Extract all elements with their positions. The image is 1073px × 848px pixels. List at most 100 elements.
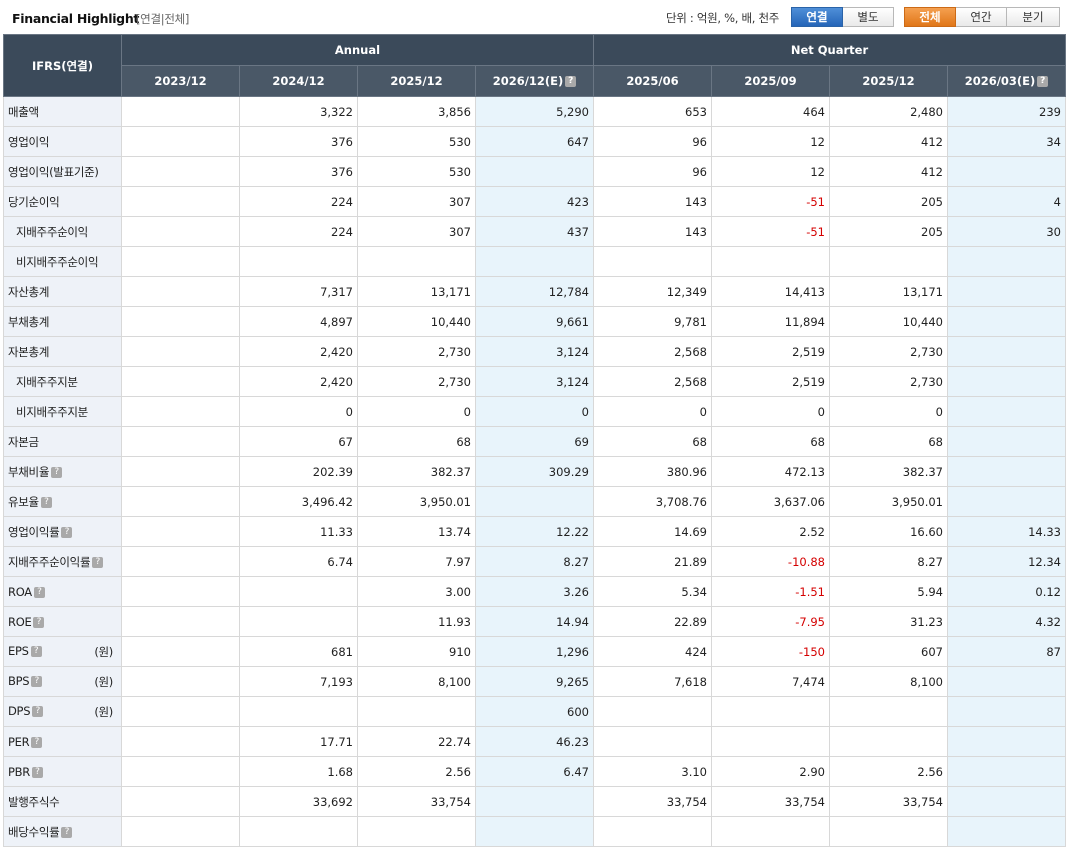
value-cell: 9,265 [475,666,594,697]
value-cell: 681 [239,636,358,667]
value-cell: 2,519 [711,366,830,397]
value-cell [239,246,358,277]
help-icon[interactable]: ? [33,616,45,628]
value-cell: 2,730 [829,336,948,367]
row-label: 배당수익률 [8,824,60,839]
value-cell: 7,474 [711,666,830,697]
period-label: 2025/09 [744,74,797,88]
value-cell: 11.93 [357,606,476,637]
help-icon[interactable]: ? [92,556,104,568]
value-cell: 653 [593,96,712,127]
quarterly-button[interactable]: 분기 [1007,7,1060,27]
row-unit: (원) [94,674,113,689]
value-cell: 2,568 [593,336,712,367]
value-cell: -51 [711,186,830,217]
value-cell: 16.60 [829,516,948,547]
row-label-cell: EPS? (원) [3,636,122,667]
value-cell [121,666,240,697]
value-cell: 376 [239,156,358,187]
value-cell: 423 [475,186,594,217]
value-cell: 3.10 [593,756,712,787]
value-cell: 307 [357,186,476,217]
period-toggle: 전체 연간 분기 [904,7,1060,27]
row-label-cell: 영업이익(발표기준) [3,156,122,187]
help-icon[interactable]: ? [40,496,52,508]
value-cell: 9,781 [593,306,712,337]
annual-button[interactable]: 연간 [956,7,1007,27]
row-label: 비지배주주순이익 [16,254,99,269]
value-cell [121,726,240,757]
value-cell: 307 [357,216,476,247]
help-icon[interactable]: ? [31,766,43,778]
header-bar: Financial Highlight [연결|전체] 단위 : 억원, %, … [0,0,1073,34]
annual-group-header: Annual [121,34,594,66]
value-cell: 3,950.01 [829,486,948,517]
value-cell: 7,618 [593,666,712,697]
value-cell [829,696,948,727]
value-cell: 3,856 [357,96,476,127]
all-periods-button[interactable]: 전체 [904,7,956,27]
value-cell: 4 [947,186,1066,217]
value-cell: 87 [947,636,1066,667]
period-header: 2025/12 [357,65,476,97]
value-cell: 12.22 [475,516,594,547]
value-cell: 3.00 [357,576,476,607]
row-label: 영업이익(발표기준) [8,164,99,179]
value-cell: 0 [475,396,594,427]
value-cell [121,486,240,517]
value-cell: 4.32 [947,606,1066,637]
row-label: EPS [8,643,29,658]
row-label-cell: 매출액 [3,96,122,127]
value-cell [121,546,240,577]
table-row: 매출액 3,322 3,856 5,290 653 464 2,480 239 [3,96,1066,127]
value-cell: 31.23 [829,606,948,637]
value-cell: 2,420 [239,366,358,397]
help-icon[interactable]: ? [31,736,43,748]
table-row: 부채총계 4,897 10,440 9,661 9,781 11,894 10,440 [3,306,1066,337]
help-icon[interactable]: ? [565,76,577,87]
value-cell: 46.23 [475,726,594,757]
period-header: 2024/12 [239,65,358,97]
table-row: 비지배주주순이익 [3,246,1066,277]
value-cell [121,336,240,367]
help-icon[interactable]: ? [33,586,45,598]
help-icon[interactable]: ? [61,826,73,838]
value-cell: 380.96 [593,456,712,487]
row-label: 지배주주지분 [16,374,78,389]
help-icon[interactable]: ? [31,675,43,687]
row-label-cell: 지배주주순이익률? [3,546,122,577]
value-cell: 3,124 [475,336,594,367]
value-cell: 1.68 [239,756,358,787]
table-row: 자산총계 7,317 13,171 12,784 12,349 14,413 13,171 [3,276,1066,307]
table-row: 지배주주순이익률? 6.74 7.97 8.27 21.89 -10.88 8.27 12.3… [3,546,1066,577]
value-cell [947,156,1066,187]
value-cell: 3,637.06 [711,486,830,517]
value-cell [239,696,358,727]
period-header: 2026/03(E)? [947,65,1066,97]
help-icon[interactable]: ? [51,466,63,478]
table-body: 매출액 3,322 3,856 5,290 653 464 2,480 239 영업이익 376 5… [3,96,1066,847]
help-icon[interactable]: ? [32,705,44,717]
value-cell: 21.89 [593,546,712,577]
value-cell [475,486,594,517]
value-cell [239,606,358,637]
value-cell: 68 [357,426,476,457]
help-icon[interactable]: ? [61,526,73,538]
value-cell: 647 [475,126,594,157]
value-cell: 2,480 [829,96,948,127]
value-cell: 2.90 [711,756,830,787]
row-label-cell: 영업이익 [3,126,122,157]
value-cell [947,366,1066,397]
help-icon[interactable]: ? [30,645,42,657]
value-cell [121,366,240,397]
value-cell: 30 [947,216,1066,247]
value-cell: 10,440 [829,306,948,337]
table-row: EPS? (원) 681 910 1,296 424 -150 607 87 [3,636,1066,667]
row-label-cell: 유보율? [3,486,122,517]
row-label: 유보율 [8,494,39,509]
separate-button[interactable]: 별도 [843,7,894,27]
table-row: 당기순이익 224 307 423 143 -51 205 4 [3,186,1066,217]
consolidated-button[interactable]: 연결 [791,7,843,27]
value-cell: 472.13 [711,456,830,487]
help-icon[interactable]: ? [1037,76,1049,87]
